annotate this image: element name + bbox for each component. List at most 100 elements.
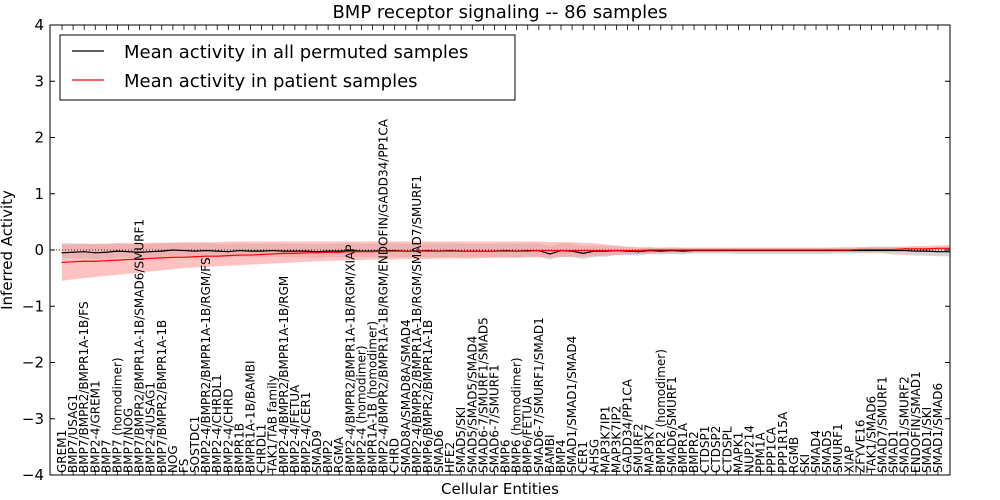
data-point xyxy=(904,248,906,250)
data-point xyxy=(870,248,873,251)
data-point xyxy=(893,248,895,251)
data-point xyxy=(893,249,895,252)
x-tick-label: NUP214 xyxy=(742,425,756,473)
x-tick-label: SMAD6 xyxy=(432,430,446,473)
data-point xyxy=(460,250,462,252)
data-point xyxy=(582,252,584,254)
x-tick-label: BMP4 xyxy=(554,440,568,473)
x-tick-label: BMP2-4/BMPR2/BMPR1A-1B/RGM/ENDOFIN/GADD3… xyxy=(377,118,391,473)
x-tick-label: SMAD6-7/SMURF1/SMAD1 xyxy=(532,317,546,473)
data-point xyxy=(948,251,950,253)
x-tick-label: SMAD8A/SMAD8A/SMAD4 xyxy=(399,319,413,473)
data-point xyxy=(482,250,484,252)
y-tick-label: 2 xyxy=(34,129,44,147)
data-point xyxy=(83,251,85,253)
data-point xyxy=(283,252,285,254)
y-tick-label: −4 xyxy=(22,466,44,484)
x-tick-label: BMP2-4/USAG1 xyxy=(144,382,158,473)
x-tick-label: GREM1 xyxy=(55,430,69,473)
data-point xyxy=(649,249,651,251)
data-point xyxy=(205,255,207,257)
data-point xyxy=(726,249,728,251)
data-point xyxy=(216,250,218,252)
data-point xyxy=(83,260,85,262)
x-tick-label: SMAD6-7/SMURF1 xyxy=(487,364,501,473)
data-point xyxy=(416,250,418,252)
data-point xyxy=(139,251,141,253)
x-tick-label: CTDSP1 xyxy=(698,426,712,473)
x-tick-label: PPM1A xyxy=(754,432,768,473)
data-point xyxy=(937,247,939,249)
x-tick-label: SOSTDC1 xyxy=(188,416,202,473)
data-point xyxy=(94,252,96,254)
x-tick-label: BMP6 (homodimer) xyxy=(510,357,524,473)
data-point xyxy=(161,250,163,252)
data-point xyxy=(904,249,906,252)
x-tick-label: RGMA xyxy=(332,436,346,473)
data-point xyxy=(782,249,784,251)
data-point xyxy=(405,250,407,252)
x-tick-label: BMP2-4/BMPR2/BMPR1A-1B/RGM/FS xyxy=(199,257,213,473)
data-point xyxy=(227,251,229,253)
data-point xyxy=(516,250,518,252)
data-point xyxy=(859,249,861,252)
data-point xyxy=(660,250,662,252)
x-tick-label: BMP2-4/FETUA xyxy=(288,384,302,473)
x-tick-label: XIAP xyxy=(842,446,856,473)
x-tick-label: BMP7/BMPR2/BMPR1A-1B/FS xyxy=(77,301,91,473)
x-tick-label: BMP6 xyxy=(499,440,513,473)
data-point xyxy=(216,255,218,257)
data-point xyxy=(238,254,241,256)
data-point xyxy=(260,253,263,256)
x-tick-label: ENDOFIN/SMAD1 xyxy=(909,371,923,473)
x-tick-label: MAPK1 xyxy=(731,432,745,473)
x-axis-label: Cellular Entities xyxy=(441,480,559,498)
data-point xyxy=(394,250,396,252)
data-point xyxy=(582,249,584,252)
x-tick-label: BMP7 xyxy=(99,440,113,473)
x-tick-label: SMAD1/SMAD1/SMAD4 xyxy=(565,336,579,473)
x-tick-label: CTDSPL xyxy=(720,426,734,473)
data-point xyxy=(305,250,307,252)
data-point xyxy=(593,249,595,252)
data-point xyxy=(316,251,318,253)
data-point xyxy=(948,247,950,249)
x-tick-label: BMP2-4/CHRDL1 xyxy=(210,374,224,473)
data-point xyxy=(571,249,573,252)
x-tick-label: SMAD6/SMURF1 xyxy=(665,376,679,473)
legend: Mean activity in all permuted samples Me… xyxy=(59,34,516,101)
legend-box xyxy=(59,34,516,101)
y-tick-label: 4 xyxy=(34,16,44,34)
y-axis-label: Inferred Activity xyxy=(0,190,16,310)
data-point xyxy=(926,250,928,252)
x-tick-label: BMP2-4/GREM1 xyxy=(88,380,102,473)
data-point xyxy=(360,251,362,253)
data-point xyxy=(615,249,618,252)
x-tick-label: BMP2-4/BMPR2/BMPR1A-1B/RGM/SMAD7/SMURF1 xyxy=(410,175,424,473)
x-tick-label: SMAD1/SMURF2 xyxy=(898,376,912,473)
data-point xyxy=(72,251,74,253)
x-tick-label: SKI xyxy=(798,454,812,473)
data-point xyxy=(804,249,806,251)
data-point xyxy=(272,249,274,252)
data-point xyxy=(859,248,861,251)
x-tick-label: SMAD5 xyxy=(820,430,834,473)
data-point xyxy=(549,253,551,255)
x-tick-label: SMAD6-7/SMURF1/SMAD5 xyxy=(476,317,490,473)
data-point xyxy=(294,250,296,252)
data-point xyxy=(671,249,673,251)
x-tick-label: BMP7/BMPR2/BMPR1A-1B xyxy=(155,320,169,473)
x-tick-label: CER1 xyxy=(576,441,590,473)
legend-label-patient: Mean activity in patient samples xyxy=(124,71,418,92)
legend-label-permuted: Mean activity in all permuted samples xyxy=(124,42,468,63)
data-point xyxy=(538,249,540,252)
data-point xyxy=(183,256,185,258)
y-tick-label: −1 xyxy=(22,297,44,315)
x-tick-label: BMP6/BMPR2/BMPR1A-1B xyxy=(421,320,435,473)
data-point xyxy=(294,252,296,254)
data-point xyxy=(94,260,96,262)
x-tick-label: MAP3K7 xyxy=(643,424,657,473)
data-point xyxy=(249,250,252,252)
x-tick-label: NOG xyxy=(166,445,180,473)
data-point xyxy=(471,250,473,252)
